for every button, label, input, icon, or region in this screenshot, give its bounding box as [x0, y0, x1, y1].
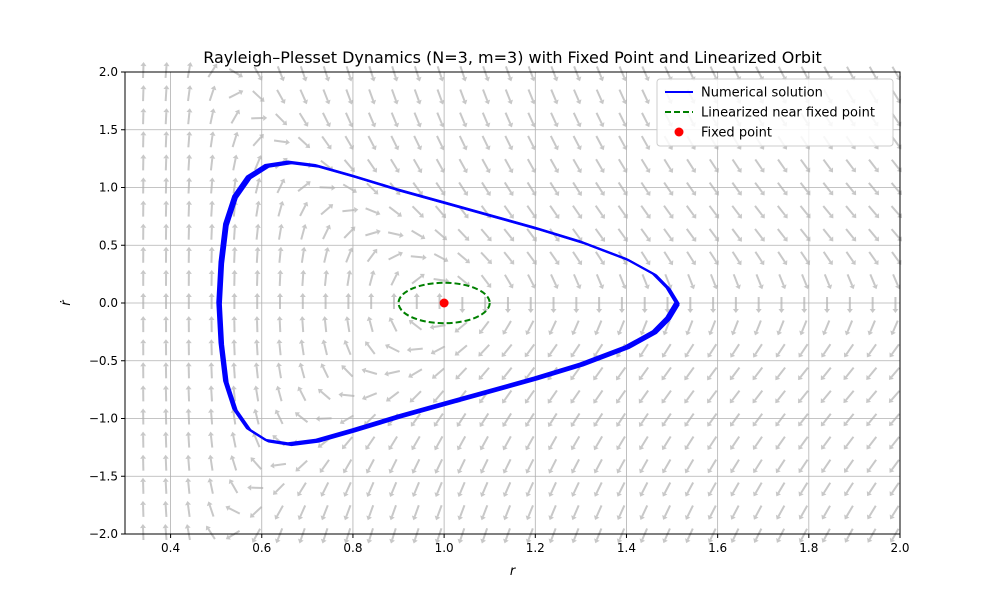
legend-label: Fixed point [701, 126, 772, 141]
vector-arrow [166, 135, 167, 147]
vector-arrow [234, 343, 235, 355]
x-tick-label: 1.8 [799, 541, 818, 555]
chart-title: Rayleigh–Plesset Dynamics (N=3, m=3) wit… [203, 48, 822, 67]
legend: Numerical solution Linearized near fixed … [657, 79, 893, 146]
vector-arrow [188, 436, 189, 448]
vector-arrow [166, 459, 167, 471]
vector-arrow [280, 320, 281, 332]
legend-label: Linearized near fixed point [701, 106, 875, 121]
vector-arrow [211, 158, 212, 170]
x-tick-label: 0.4 [161, 541, 180, 555]
vector-arrow [411, 349, 423, 350]
x-tick-label: 1.6 [708, 541, 727, 555]
vector-arrow [211, 389, 212, 401]
y-tick-label: −1.0 [89, 412, 118, 426]
vector-arrow [166, 89, 167, 101]
y-tick-label: −2.0 [89, 527, 118, 541]
x-tick-label: 0.8 [343, 541, 362, 555]
vector-arrow [234, 366, 235, 378]
vector-arrow [325, 274, 326, 286]
y-tick-label: 0.0 [99, 296, 118, 310]
vector-arrow [188, 112, 189, 124]
y-tick-label: 0.5 [99, 238, 118, 252]
vector-arrow [302, 320, 303, 332]
vector-arrow [257, 251, 258, 263]
x-tick-label: 1.2 [526, 541, 545, 555]
vector-arrow [211, 436, 212, 448]
vector-arrow [234, 228, 235, 240]
vector-arrow [257, 343, 258, 355]
vector-arrow [188, 135, 189, 147]
vector-arrow [302, 274, 303, 286]
fixed-point-marker [440, 299, 449, 308]
x-tick-label: 1.4 [617, 541, 636, 555]
y-tick-label: −1.5 [89, 469, 118, 483]
vector-arrow [188, 482, 189, 494]
legend-swatch [675, 128, 684, 137]
vector-arrow [166, 482, 167, 494]
y-tick-label: −0.5 [89, 354, 118, 368]
x-tick-label: 0.6 [252, 541, 271, 555]
vector-arrow [325, 320, 326, 332]
vector-arrow [279, 343, 280, 355]
vector-arrow [166, 112, 167, 124]
vector-arrow [234, 251, 235, 263]
vector-arrow [257, 228, 258, 240]
vector-arrow [279, 251, 280, 263]
legend-label: Numerical solution [701, 86, 823, 101]
vector-arrow [211, 366, 212, 378]
vector-arrow [257, 366, 258, 378]
vector-arrow [166, 505, 167, 517]
vector-arrow [211, 228, 212, 240]
vector-arrow [280, 274, 281, 286]
y-tick-label: 2.0 [99, 65, 118, 79]
vector-arrow [188, 158, 189, 170]
y-tick-label: 1.5 [99, 123, 118, 137]
x-tick-label: 2.0 [890, 541, 909, 555]
vector-arrow [411, 256, 423, 257]
vector-arrow [211, 205, 212, 217]
y-tick-label: 1.0 [99, 181, 118, 195]
x-tick-label: 1.0 [435, 541, 454, 555]
vector-arrow [188, 459, 189, 471]
